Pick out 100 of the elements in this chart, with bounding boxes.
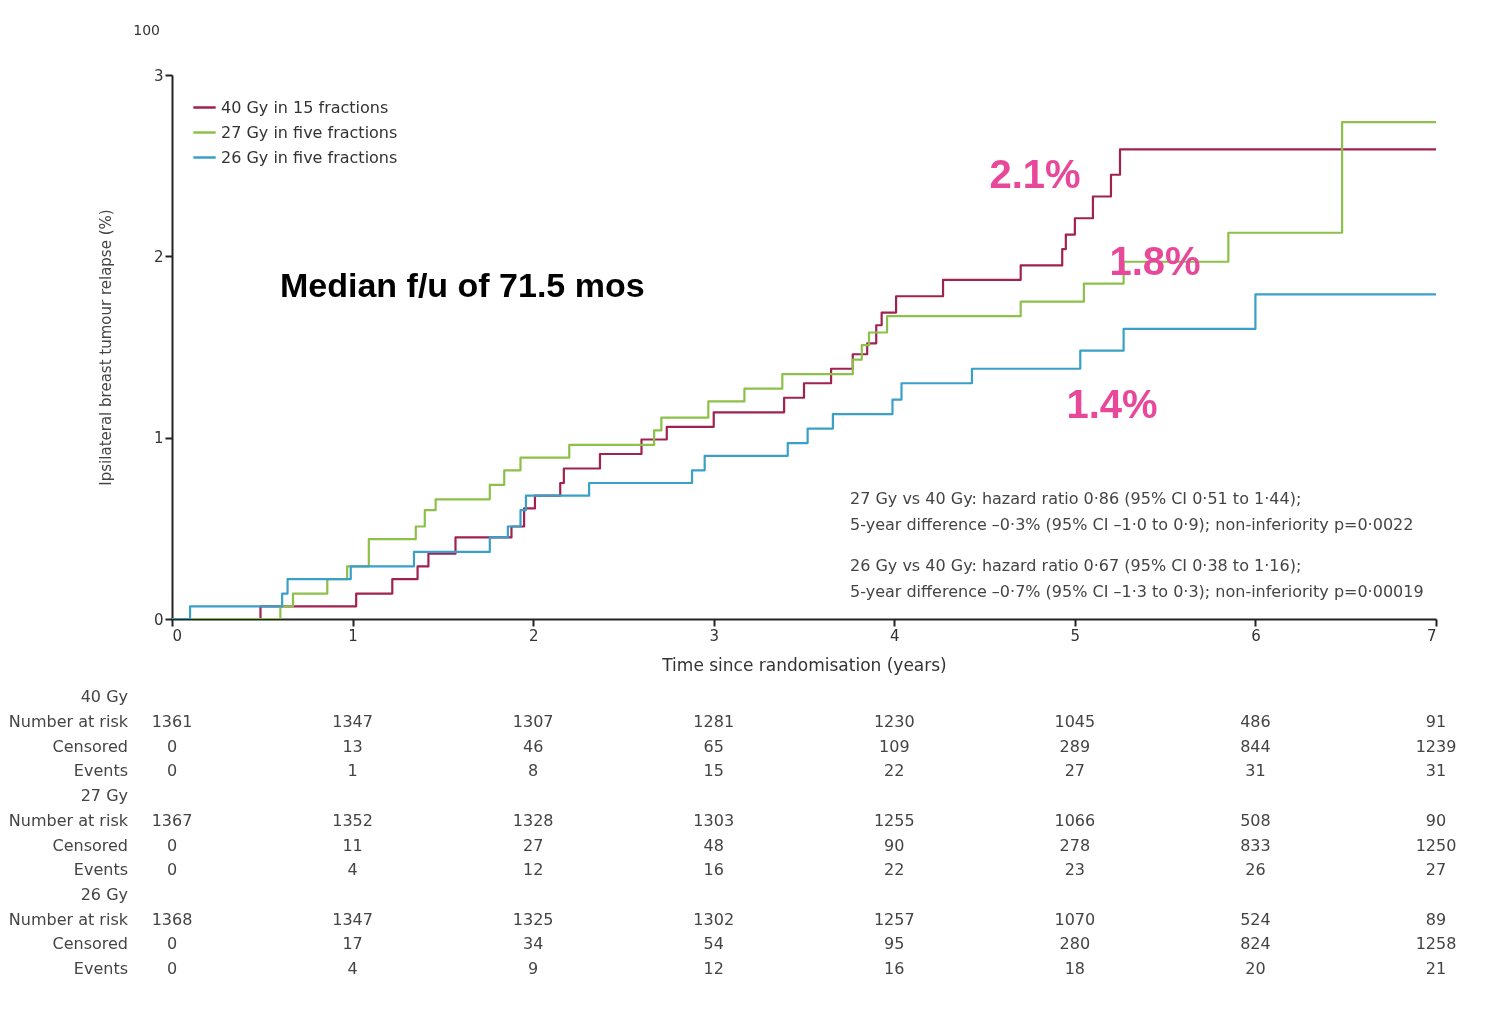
text: 16 — [703, 860, 724, 880]
text: 27 — [1064, 761, 1086, 781]
y-tick-label: 0 — [153, 610, 164, 629]
text: 27 — [1425, 860, 1447, 880]
text: 1066 — [1054, 810, 1096, 830]
x-axis-title: Time since randomisation (years) — [661, 654, 947, 675]
text: 0 — [166, 860, 178, 880]
text: 508 — [1240, 810, 1271, 830]
x-tick-label: 0 — [172, 626, 183, 645]
x-tick-label: 1 — [348, 626, 358, 645]
text: 1307 — [512, 712, 554, 732]
text: 1230 — [873, 712, 915, 732]
text: 15 — [703, 761, 724, 781]
text: 1303 — [693, 810, 735, 830]
text: 0 — [166, 934, 178, 954]
text: 1070 — [1054, 909, 1096, 929]
text: 0 — [166, 736, 178, 756]
text: 65 — [703, 736, 724, 756]
text: Number at risk — [8, 712, 129, 732]
text: 46 — [522, 736, 544, 756]
text: 9 — [528, 959, 539, 979]
text: 27 — [522, 835, 544, 855]
annotation: 27 Gy vs 40 Gy: hazard ratio 0·86 (95% CI 0·51 to 1·44); — [850, 489, 1302, 508]
text: 34 — [522, 934, 544, 954]
text: 1368 — [151, 909, 193, 929]
text: 90 — [884, 835, 905, 855]
text: 20 — [1245, 959, 1266, 979]
text: 1281 — [693, 712, 735, 732]
text: Events — [73, 959, 128, 979]
text: Events — [73, 860, 128, 880]
text: Censored — [52, 736, 128, 756]
text: 280 — [1059, 934, 1091, 954]
y-tick-label: 1 — [153, 429, 164, 448]
legend-label: 26 Gy in five fractions — [221, 147, 398, 167]
text: 11 — [342, 835, 363, 855]
text: 12 — [703, 959, 724, 979]
legend-label: 27 Gy in five fractions — [221, 122, 398, 142]
annotation: 26 Gy vs 40 Gy: hazard ratio 0·67 (95% CI 0·38 to 1·16); — [850, 556, 1302, 575]
text: 833 — [1240, 835, 1271, 855]
text: 54 — [703, 934, 724, 954]
text: 4 — [347, 860, 358, 880]
annotation: Median f/u of 71.5 mos — [280, 266, 645, 304]
text: 1255 — [873, 810, 915, 830]
text: 289 — [1059, 736, 1091, 756]
text: 1257 — [873, 909, 915, 929]
annotation: 1.4% — [1066, 382, 1158, 426]
text: 22 — [884, 860, 905, 880]
text: 1347 — [332, 909, 373, 929]
text: 26 Gy — [80, 884, 128, 904]
text: 12 — [522, 860, 544, 880]
text: 1352 — [332, 810, 373, 830]
text: 90 — [1425, 810, 1447, 830]
x-tick-label: 4 — [890, 626, 900, 645]
text: 0 — [166, 761, 178, 781]
text: 524 — [1240, 909, 1271, 929]
text: 1258 — [1415, 934, 1457, 954]
text: 1239 — [1415, 736, 1457, 756]
y-axis-title: Ipsilateral breast tumour relapse (%) — [96, 209, 115, 486]
text: 0 — [166, 959, 178, 979]
text: Number at risk — [8, 810, 129, 830]
text: 23 — [1064, 860, 1086, 880]
text: 844 — [1240, 736, 1271, 756]
x-tick-label: 2 — [528, 626, 539, 645]
text: 1328 — [512, 810, 554, 830]
text: 0 — [166, 835, 178, 855]
text: 4 — [347, 959, 358, 979]
text: 26 — [1245, 860, 1266, 880]
text: 16 — [884, 959, 905, 979]
text: 1325 — [512, 909, 554, 929]
text: 40 Gy — [80, 687, 128, 707]
text: 100 — [133, 22, 160, 38]
text: 1250 — [1415, 835, 1457, 855]
text: 17 — [342, 934, 363, 954]
text: 89 — [1425, 909, 1447, 929]
x-tick-label: 3 — [709, 626, 719, 645]
text: 1367 — [151, 810, 193, 830]
legend-label: 40 Gy in 15 fractions — [221, 97, 389, 117]
x-tick-label: 5 — [1070, 626, 1081, 645]
text: 1 — [347, 761, 358, 781]
text: 824 — [1240, 934, 1271, 954]
text: 31 — [1425, 761, 1447, 781]
annotation: 2.1% — [989, 152, 1081, 196]
text: Censored — [52, 934, 128, 954]
text: 21 — [1425, 959, 1447, 979]
text: 278 — [1059, 835, 1091, 855]
text: 18 — [1064, 959, 1086, 979]
text: 95 — [884, 934, 905, 954]
text: 486 — [1240, 712, 1271, 732]
y-tick-label: 2 — [153, 247, 164, 266]
text: 1045 — [1054, 712, 1096, 732]
text: 1302 — [693, 909, 735, 929]
text: 27 Gy — [80, 786, 128, 806]
text: Number at risk — [8, 909, 129, 929]
text: 109 — [879, 736, 910, 756]
text: 1361 — [151, 712, 193, 732]
text: 1347 — [332, 712, 373, 732]
text: Events — [73, 761, 128, 781]
text: 31 — [1245, 761, 1266, 781]
text: 13 — [342, 736, 363, 756]
annotation: 5-year difference –0·7% (95% CI –1·3 to 0·3); non-inferiority p=0·00019 — [850, 582, 1424, 601]
